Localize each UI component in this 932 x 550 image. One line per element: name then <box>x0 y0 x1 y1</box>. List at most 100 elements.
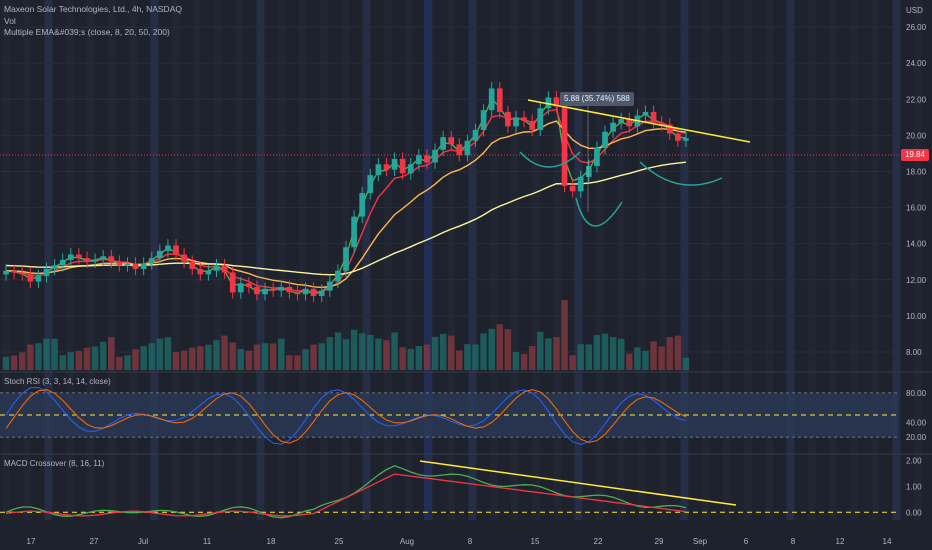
volume-bar <box>537 331 544 370</box>
session-band <box>2 0 10 520</box>
candle-body <box>618 119 625 123</box>
volume-bar <box>116 356 123 370</box>
candle-body <box>278 286 285 291</box>
volume-bar <box>350 329 358 370</box>
volume-bar <box>512 352 520 370</box>
macd-signal-line <box>5 473 687 517</box>
volume-bar <box>27 344 34 370</box>
time-tick-label: 14 <box>883 537 892 546</box>
volume-bar <box>221 335 228 370</box>
volume-bar <box>205 344 212 370</box>
volume-bar <box>431 336 439 370</box>
candle-body <box>43 268 50 277</box>
candle-body <box>173 245 179 255</box>
candle-body <box>666 124 673 134</box>
session-band <box>383 0 392 520</box>
candle-body <box>585 166 592 177</box>
session-band <box>65 0 74 520</box>
volume-bar <box>423 344 431 370</box>
candle-body <box>375 164 382 176</box>
session-band <box>850 0 858 520</box>
candle-body <box>189 261 196 269</box>
volume-bar <box>480 333 487 370</box>
candle-body <box>391 158 398 170</box>
pattern-curve-left <box>519 151 581 168</box>
candle-body <box>76 254 82 259</box>
stoch-d-line <box>5 389 687 444</box>
session-band <box>277 0 286 520</box>
candle-body <box>148 258 155 264</box>
session-band <box>256 0 265 520</box>
time-tick-label: 22 <box>594 537 603 546</box>
volume-bar <box>43 338 50 370</box>
session-band <box>362 0 371 520</box>
candle-body <box>310 288 317 296</box>
candle-body <box>237 283 244 293</box>
price-tick-label: 16.00 <box>906 204 927 213</box>
candle-body <box>432 149 438 163</box>
volume-bar <box>658 346 665 370</box>
session-band <box>192 0 201 520</box>
volume-bar <box>342 339 350 370</box>
session-band <box>468 0 477 520</box>
volume-bar <box>99 341 107 370</box>
volume-bar <box>148 343 155 370</box>
volume-bar <box>91 346 99 370</box>
volume-bar <box>310 344 317 370</box>
candle-body <box>51 265 58 269</box>
volume-bar <box>407 349 414 370</box>
volume-bar <box>682 357 690 370</box>
candle-body <box>496 88 503 112</box>
price-tick-label: 10.00 <box>906 312 927 321</box>
volume-bar <box>617 338 625 370</box>
candle-body <box>35 276 42 282</box>
volume-bar <box>75 350 83 370</box>
volume-bar <box>172 352 180 370</box>
ema-legend: Multiple EMA&#039;s (close, 8, 20, 50, 2… <box>4 27 170 37</box>
volume-bar <box>156 338 164 370</box>
session-band <box>659 0 668 520</box>
candle-body <box>529 120 535 130</box>
volume-bar <box>326 337 334 370</box>
volume-bar <box>634 347 641 370</box>
candle-body <box>108 256 115 262</box>
volume-bar <box>666 337 674 370</box>
time-tick-label: 6 <box>744 537 749 546</box>
session-band <box>532 0 540 520</box>
volume-bar <box>164 337 172 370</box>
volume-bar <box>108 337 115 370</box>
measure-callout: 5.88 (35.74%) 588 <box>560 92 634 106</box>
candle-body <box>294 292 301 295</box>
volume-bar <box>674 335 682 370</box>
candle-body <box>221 265 228 273</box>
candle-body <box>213 265 220 271</box>
time-tick-label: 8 <box>791 537 796 546</box>
volume-bar <box>261 343 269 370</box>
candle-body <box>318 290 325 296</box>
session-band <box>786 0 795 520</box>
candle-body <box>229 272 236 293</box>
candle-body <box>553 97 560 107</box>
volume-bar <box>10 355 18 370</box>
candle-body <box>569 185 576 192</box>
session-band <box>680 0 689 520</box>
price-tick-label: 8.00 <box>906 348 922 357</box>
time-tick-label: 25 <box>335 537 344 546</box>
candle-body <box>658 122 665 125</box>
candle-body <box>416 155 422 165</box>
volume-bar <box>504 329 512 370</box>
volume-bar <box>375 338 382 370</box>
candle-body <box>335 270 341 282</box>
time-tick-label: 18 <box>267 537 276 546</box>
candle-body <box>424 155 430 163</box>
volume-bar <box>447 335 455 370</box>
volume-bar <box>132 349 139 370</box>
candle-body <box>577 176 584 192</box>
session-band <box>765 0 774 520</box>
volume-bar <box>569 355 576 370</box>
macd-tick-label: 2.00 <box>906 457 922 466</box>
pattern-curve-right <box>639 161 723 186</box>
candle-body <box>626 119 633 127</box>
candle-body <box>683 138 689 141</box>
